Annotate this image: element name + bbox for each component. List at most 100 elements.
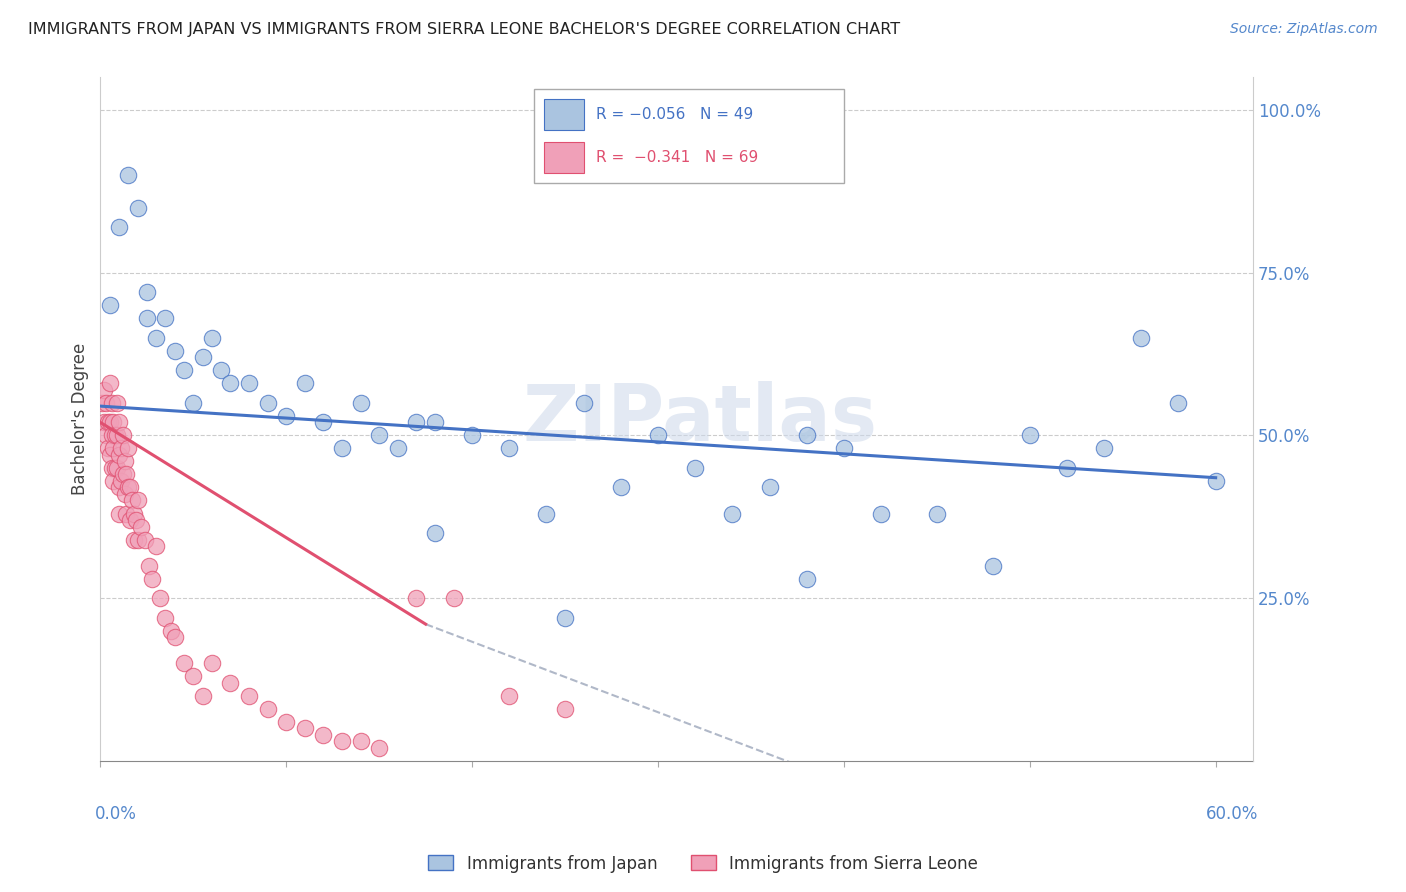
Point [114, 454, 136, 468]
Point [127, 533, 149, 547]
Text: R = −0.056   N = 49: R = −0.056 N = 49 [596, 107, 754, 122]
Point [117, 168, 139, 182]
Point [135, 311, 157, 326]
Point [115, 507, 138, 521]
Point [114, 487, 136, 501]
Legend: Immigrants from Japan, Immigrants from Sierra Leone: Immigrants from Japan, Immigrants from S… [422, 848, 984, 880]
Point [111, 428, 134, 442]
Point [832, 442, 855, 456]
FancyBboxPatch shape [544, 98, 583, 130]
Point [155, 610, 177, 624]
Point [1056, 461, 1078, 475]
Point [981, 558, 1004, 573]
Point [498, 689, 520, 703]
Point [1167, 396, 1189, 410]
Point [368, 428, 391, 442]
Text: 0.0%: 0.0% [94, 805, 136, 823]
Point [108, 220, 131, 235]
Point [610, 480, 633, 494]
Point [155, 311, 177, 326]
Point [117, 442, 139, 456]
Point [122, 507, 145, 521]
Point [98, 376, 121, 391]
Point [93, 416, 115, 430]
Point [93, 383, 115, 397]
Point [796, 428, 818, 442]
Point [191, 689, 214, 703]
Point [103, 442, 125, 456]
Point [122, 533, 145, 547]
Point [108, 416, 131, 430]
Point [145, 331, 167, 345]
Point [173, 363, 195, 377]
Text: 60.0%: 60.0% [1206, 805, 1258, 823]
Point [256, 702, 278, 716]
Point [405, 416, 427, 430]
Point [138, 558, 160, 573]
Point [201, 331, 224, 345]
Point [100, 396, 122, 410]
Point [97, 442, 120, 456]
Point [100, 428, 122, 442]
Point [294, 721, 316, 735]
Point [120, 513, 142, 527]
Point [1018, 428, 1040, 442]
Point [103, 416, 125, 430]
Point [796, 572, 818, 586]
Point [163, 343, 186, 358]
Point [111, 467, 134, 482]
Point [1130, 331, 1153, 345]
Point [127, 493, 149, 508]
Point [1092, 442, 1115, 456]
Point [94, 396, 117, 410]
Point [104, 461, 127, 475]
Text: IMMIGRANTS FROM JAPAN VS IMMIGRANTS FROM SIERRA LEONE BACHELOR'S DEGREE CORRELAT: IMMIGRANTS FROM JAPAN VS IMMIGRANTS FROM… [28, 22, 900, 37]
Point [572, 396, 595, 410]
Point [103, 474, 125, 488]
Point [98, 448, 121, 462]
Point [108, 448, 131, 462]
Point [127, 201, 149, 215]
Point [181, 396, 204, 410]
Point [105, 396, 128, 410]
Point [124, 513, 146, 527]
Point [443, 591, 465, 606]
Point [238, 689, 260, 703]
Point [98, 416, 121, 430]
Point [209, 363, 232, 377]
Point [201, 657, 224, 671]
Point [105, 428, 128, 442]
Point [758, 480, 780, 494]
Point [647, 428, 669, 442]
Point [498, 442, 520, 456]
Point [312, 728, 335, 742]
Point [870, 507, 893, 521]
Point [98, 298, 121, 312]
Point [94, 428, 117, 442]
Point [100, 461, 122, 475]
Point [160, 624, 183, 638]
Point [683, 461, 706, 475]
Point [108, 507, 131, 521]
FancyBboxPatch shape [534, 89, 844, 183]
Point [115, 467, 138, 482]
Point [121, 493, 143, 508]
Point [330, 734, 353, 748]
Point [145, 539, 167, 553]
Point [276, 409, 298, 423]
Point [256, 396, 278, 410]
Point [149, 591, 172, 606]
Point [181, 669, 204, 683]
Point [536, 507, 558, 521]
Point [925, 507, 948, 521]
Point [141, 572, 163, 586]
Point [129, 519, 152, 533]
Point [219, 376, 242, 391]
Text: Source: ZipAtlas.com: Source: ZipAtlas.com [1230, 22, 1378, 37]
Point [330, 442, 353, 456]
Text: R =  −0.341   N = 69: R = −0.341 N = 69 [596, 150, 758, 165]
Point [163, 630, 186, 644]
Point [554, 610, 576, 624]
Point [554, 702, 576, 716]
Point [387, 442, 409, 456]
